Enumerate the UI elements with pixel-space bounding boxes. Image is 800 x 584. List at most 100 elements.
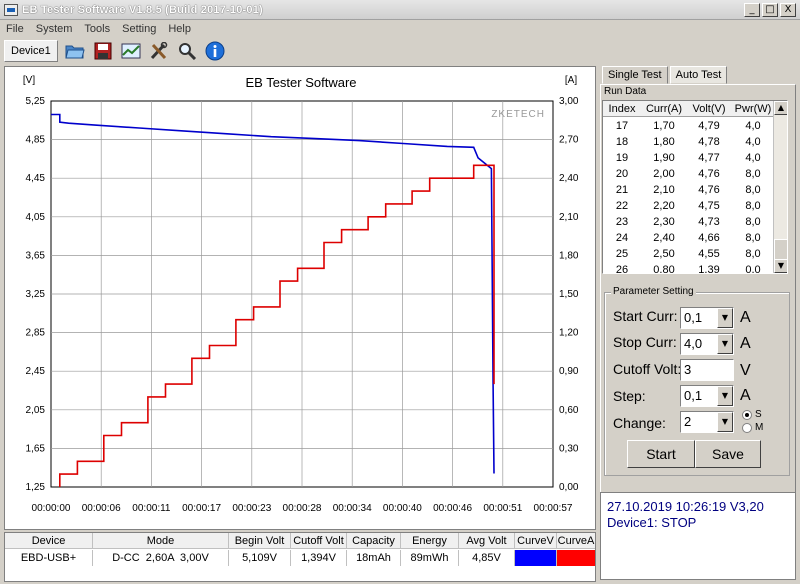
run-data-cell: 8,0 xyxy=(745,184,761,196)
radio-seconds[interactable]: S xyxy=(742,409,762,420)
minimize-button[interactable]: _ xyxy=(744,3,760,17)
step-label: Step: xyxy=(613,388,646,404)
list-item[interactable]: 22 2,20 4,75 8,0 xyxy=(603,198,775,214)
chevron-down-icon[interactable]: ▼ xyxy=(717,412,733,432)
menu-system[interactable]: System xyxy=(35,23,73,35)
run-data-cell: 1,70 xyxy=(653,120,675,132)
run-data-cell: 8,0 xyxy=(745,200,761,212)
header-device: Device xyxy=(5,533,93,548)
scroll-up-button[interactable]: ▲ xyxy=(774,101,787,115)
list-item[interactable]: 26 0,80 1,39 0,0 xyxy=(603,262,775,274)
header-begin-volt: Begin Volt xyxy=(229,533,291,548)
header-curve-a: CurveA xyxy=(557,535,595,547)
chevron-down-icon[interactable]: ▼ xyxy=(717,386,733,406)
change-select[interactable]: 2 ▼ xyxy=(680,411,734,433)
parameter-setting-group: Parameter Setting xyxy=(604,286,790,476)
device-tab[interactable]: Device1 xyxy=(4,40,58,62)
radio-minutes-dot[interactable] xyxy=(742,422,752,433)
run-data-cell: 24 xyxy=(615,232,629,244)
header-pwr: Pwr(W) xyxy=(734,103,772,115)
menu-file[interactable]: File xyxy=(6,23,24,35)
left-axis-unit: [V] xyxy=(23,75,35,86)
tab-auto-test[interactable]: Auto Test xyxy=(669,66,728,84)
run-data-cell: 4,76 xyxy=(698,168,720,180)
right-tick-label: 2,10 xyxy=(559,212,579,223)
menu-tools[interactable]: Tools xyxy=(84,23,111,35)
run-data-cell: 25 xyxy=(615,248,629,260)
step-unit: A xyxy=(740,387,751,404)
save-icon[interactable] xyxy=(92,40,114,62)
cell-energy: 89mWh xyxy=(401,550,459,566)
window-title: EB Tester Software V1.8.5 (Build 2017-10… xyxy=(22,3,263,16)
cell-capacity: 18mAh xyxy=(347,550,401,566)
stop-curr-select[interactable]: 4,0 ▼ xyxy=(680,333,734,355)
cutoff-volt-input[interactable]: 3 xyxy=(680,359,734,381)
list-item[interactable]: 19 1,90 4,77 4,0 xyxy=(603,150,775,166)
right-tick-label: 2,40 xyxy=(559,173,579,184)
left-tick-label: 4,85 xyxy=(26,135,46,146)
chart-title: EB Tester Software xyxy=(245,75,356,90)
radio-minutes[interactable]: M xyxy=(742,422,763,433)
run-data-group: Run Data xyxy=(600,86,794,278)
maximize-button[interactable]: □ xyxy=(762,3,778,17)
table-row[interactable]: EBD-USB+ D-CC 2,60A 3,00V 5,109V 1,394V … xyxy=(5,550,595,566)
start-button[interactable]: Start xyxy=(627,440,695,468)
folder-open-icon[interactable] xyxy=(64,40,86,62)
list-item[interactable]: 23 2,30 4,73 8,0 xyxy=(603,214,775,230)
left-tick-label: 4,05 xyxy=(26,212,46,223)
tools-icon[interactable] xyxy=(148,40,170,62)
header-index: Index xyxy=(608,103,636,115)
run-data-cell: 4,73 xyxy=(698,216,720,228)
run-data-cell: 0,0 xyxy=(745,264,761,274)
list-item[interactable]: 18 1,80 4,78 4,0 xyxy=(603,134,775,150)
list-item[interactable]: 24 2,40 4,66 8,0 xyxy=(603,230,775,246)
list-item[interactable]: 20 2,00 4,76 8,0 xyxy=(603,166,775,182)
menu-help[interactable]: Help xyxy=(168,23,191,35)
chevron-down-icon[interactable]: ▼ xyxy=(717,308,733,328)
window-controls: _ □ X xyxy=(744,3,796,17)
run-data-cell: 8,0 xyxy=(745,232,761,244)
menu-setting[interactable]: Setting xyxy=(122,23,157,35)
chart-icon[interactable] xyxy=(120,40,142,62)
x-tick-label: 00:00:57 xyxy=(534,503,573,514)
chevron-down-icon[interactable]: ▼ xyxy=(717,334,733,354)
search-icon[interactable] xyxy=(176,40,198,62)
run-data-cell: 8,0 xyxy=(745,248,761,260)
radio-seconds-dot[interactable] xyxy=(742,409,752,420)
header-capacity: Capacity xyxy=(347,533,401,548)
x-tick-label: 00:00:17 xyxy=(182,503,221,514)
left-tick-label: 3,65 xyxy=(26,250,46,261)
right-tick-label: 0,60 xyxy=(559,405,579,416)
status-panel: 27.10.2019 10:26:19 V3,20 Device1: STOP xyxy=(600,492,796,580)
right-tick-label: 1,50 xyxy=(559,289,579,300)
title-bar: EB Tester Software V1.8.5 (Build 2017-10… xyxy=(0,0,800,20)
run-data-cell: 2,50 xyxy=(653,248,675,260)
tab-single-test[interactable]: Single Test xyxy=(602,66,668,84)
cutoff-volt-label: Cutoff Volt: xyxy=(613,361,682,377)
curve-v-color-swatch[interactable] xyxy=(515,550,557,566)
close-button[interactable]: X xyxy=(780,3,796,17)
curve-a-color-swatch[interactable] xyxy=(557,550,595,566)
list-item[interactable]: 21 2,10 4,76 8,0 xyxy=(603,182,775,198)
run-data-cell: 1,80 xyxy=(653,136,675,148)
left-tick-label: 2,05 xyxy=(26,405,46,416)
cutoff-volt-unit: V xyxy=(740,362,751,379)
cell-avg-volt: 4,85V xyxy=(459,550,515,566)
radio-seconds-label: S xyxy=(755,409,762,420)
run-data-cell: 8,0 xyxy=(745,168,761,180)
run-data-scrollbar[interactable]: ▲ ▼ xyxy=(773,101,787,273)
list-item[interactable]: 17 1,70 4,79 4,0 xyxy=(603,118,775,134)
info-icon[interactable] xyxy=(204,40,226,62)
header-curr: Curr(A) xyxy=(645,103,683,115)
save-button[interactable]: Save xyxy=(695,440,761,468)
left-tick-label: 1,65 xyxy=(26,443,46,454)
header-curve-v: CurveV xyxy=(515,533,557,548)
list-item[interactable]: 25 2,50 4,55 8,0 xyxy=(603,246,775,262)
start-curr-select[interactable]: 0,1 ▼ xyxy=(680,307,734,329)
scroll-thumb[interactable] xyxy=(774,239,787,261)
status-timestamp: 27.10.2019 10:26:19 V3,20 xyxy=(607,499,764,514)
step-select[interactable]: 0,1 ▼ xyxy=(680,385,734,407)
run-data-list[interactable]: Index Curr(A) Volt(V) Pwr(W) 17 1,70 4,79 4… xyxy=(602,100,788,274)
scroll-down-button[interactable]: ▼ xyxy=(774,259,787,273)
header-avg-volt: Avg Volt xyxy=(459,533,515,548)
